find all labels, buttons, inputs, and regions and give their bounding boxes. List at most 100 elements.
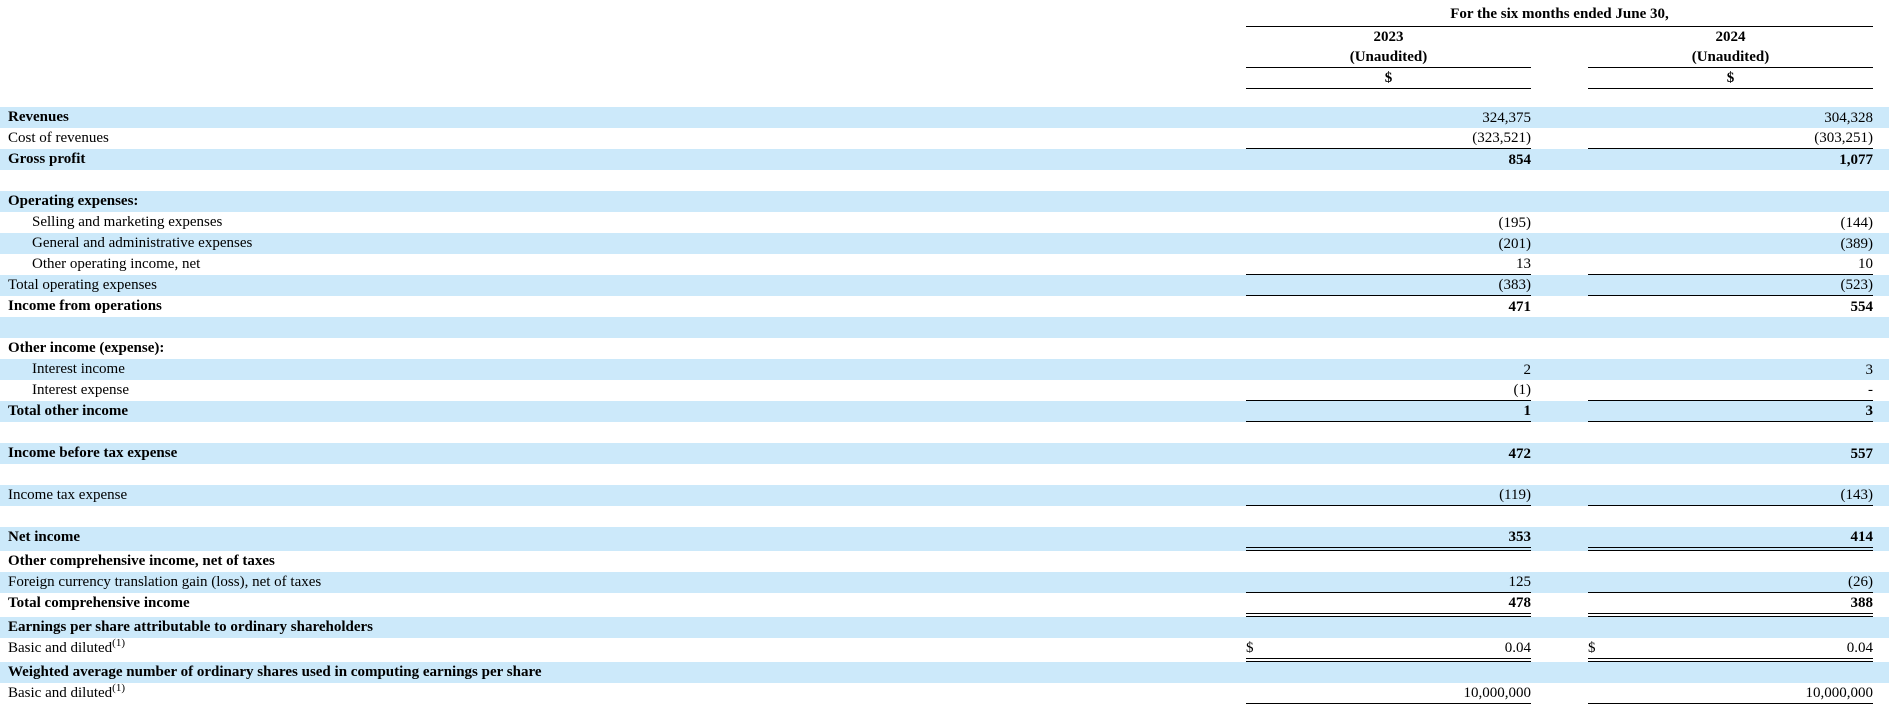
row-label	[0, 422, 1246, 443]
column-gap	[1531, 683, 1588, 704]
column-gap	[1531, 107, 1588, 128]
value-cell-2023: (1)	[1246, 380, 1531, 401]
table-row: Other operating income, net 13 10	[0, 254, 1889, 275]
value-cell-2023	[1246, 170, 1531, 191]
row-label: Other income (expense):	[0, 338, 1246, 359]
value-cell-2023: 472	[1246, 443, 1532, 464]
header-year-row: 2023 (Unaudited) 2024 (Unaudited)	[0, 27, 1889, 68]
table-row: Cost of revenues (323,521) (303,251)	[0, 128, 1889, 149]
row-label-text: Income tax expense	[8, 487, 128, 503]
value-cell-2023: 1	[1246, 401, 1531, 422]
value-cell-2024: (26)	[1588, 572, 1873, 593]
year-label: 2023	[1373, 29, 1404, 45]
cell-value: (303,251)	[1814, 130, 1873, 146]
statement-body: Revenues 324,375 304,328 Cost of revenue…	[0, 107, 1889, 704]
year-label: 2024	[1715, 29, 1746, 45]
value-cell-2023: 2	[1246, 359, 1532, 380]
table-row: Interest expense (1) -	[0, 380, 1889, 401]
row-label: Basic and diluted(1)	[0, 638, 1246, 662]
row-label-text: Interest expense	[32, 382, 130, 398]
column-gap	[1531, 338, 1588, 359]
value-cell-2024: (303,251)	[1588, 128, 1873, 149]
value-cell-2024	[1588, 191, 1873, 212]
column-gap	[1531, 149, 1588, 170]
cell-value: (1)	[1513, 382, 1532, 398]
cell-value: (143)	[1840, 487, 1874, 503]
row-label: Other comprehensive income, net of taxes	[0, 551, 1246, 572]
cell-value: 478	[1508, 595, 1532, 611]
row-label: Weighted average number of ordinary shar…	[0, 662, 1246, 683]
period-heading: For the six months ended June 30,	[1246, 4, 1873, 27]
row-label	[0, 170, 1246, 191]
cell-value: (523)	[1840, 277, 1874, 293]
value-cell-2023: (201)	[1246, 233, 1532, 254]
cell-value: 10,000,000	[1805, 685, 1874, 701]
row-label-text: Interest income	[32, 361, 125, 377]
row-label-text: Gross profit	[8, 151, 86, 167]
table-row: Foreign currency translation gain (loss)…	[0, 572, 1889, 593]
table-row: Interest income 2 3	[0, 359, 1889, 380]
row-label-text: Operating expenses:	[8, 193, 139, 209]
column-gap	[1531, 464, 1588, 485]
currency-header-2024: $	[1588, 68, 1873, 89]
value-cell-2024: (389)	[1588, 233, 1874, 254]
table-row: Operating expenses:	[0, 191, 1889, 212]
value-cell-2023	[1246, 338, 1531, 359]
column-gap	[1531, 275, 1588, 296]
value-cell-2023	[1246, 551, 1531, 572]
row-label	[0, 317, 1246, 338]
cell-value: 0.04	[1504, 640, 1531, 656]
column-gap	[1531, 506, 1588, 527]
value-cell-2023: 478	[1246, 593, 1531, 617]
value-cell-2024	[1588, 170, 1873, 191]
cell-value: 125	[1508, 574, 1532, 590]
cell-value: 10	[1858, 256, 1873, 272]
cell-value: (323,521)	[1472, 130, 1531, 146]
value-cell-2023: $ 0.04	[1246, 638, 1531, 662]
unaudited-label: (Unaudited)	[1349, 49, 1428, 65]
row-label-text: Net income	[8, 529, 81, 545]
table-row: Selling and marketing expenses (195) (14…	[0, 212, 1889, 233]
value-cell-2023	[1246, 422, 1531, 443]
row-label: Income before tax expense	[0, 443, 1246, 464]
cell-value: 472	[1508, 446, 1532, 462]
table-row: Other income (expense):	[0, 338, 1889, 359]
column-gap	[1531, 485, 1588, 506]
table-row	[0, 170, 1889, 191]
cell-value: 3	[1865, 362, 1874, 378]
table-row: Gross profit 854 1,077	[0, 149, 1889, 170]
column-gap	[1531, 317, 1588, 338]
cell-value: 3	[1865, 403, 1874, 419]
table-row: Earnings per share attributable to ordin…	[0, 617, 1889, 638]
row-label: Revenues	[0, 107, 1246, 128]
cell-value: 304,328	[1824, 110, 1873, 126]
footnote-ref: (1)	[112, 683, 125, 694]
column-gap	[1531, 191, 1588, 212]
value-cell-2024: 3	[1588, 359, 1874, 380]
column-gap	[1531, 359, 1588, 380]
value-cell-2024	[1588, 317, 1873, 338]
value-cell-2023: (323,521)	[1246, 128, 1531, 149]
value-cell-2024: -	[1588, 380, 1873, 401]
cell-value: 13	[1516, 256, 1531, 272]
header-period-row: For the six months ended June 30,	[0, 4, 1889, 27]
value-cell-2024	[1588, 662, 1873, 683]
column-gap	[1531, 551, 1588, 572]
row-label: General and administrative expenses	[0, 233, 1246, 254]
cell-value: (389)	[1840, 236, 1874, 252]
cell-value: 10,000,000	[1463, 685, 1532, 701]
row-label: Income tax expense	[0, 485, 1246, 506]
column-gap	[1531, 662, 1588, 683]
row-label: Interest expense	[0, 380, 1246, 401]
cell-value: 1	[1523, 403, 1532, 419]
value-cell-2024: 10	[1588, 254, 1873, 275]
cell-value: 854	[1508, 152, 1532, 168]
column-header-2024: 2024 (Unaudited)	[1588, 27, 1873, 68]
cell-value: 0.04	[1846, 640, 1873, 656]
row-label-text: Cost of revenues	[8, 130, 109, 146]
value-cell-2024: (144)	[1588, 212, 1874, 233]
table-row: Income from operations 471 554	[0, 296, 1889, 317]
row-label	[0, 464, 1246, 485]
cell-value: (144)	[1840, 215, 1874, 231]
row-label-text: Basic and diluted	[8, 640, 113, 656]
